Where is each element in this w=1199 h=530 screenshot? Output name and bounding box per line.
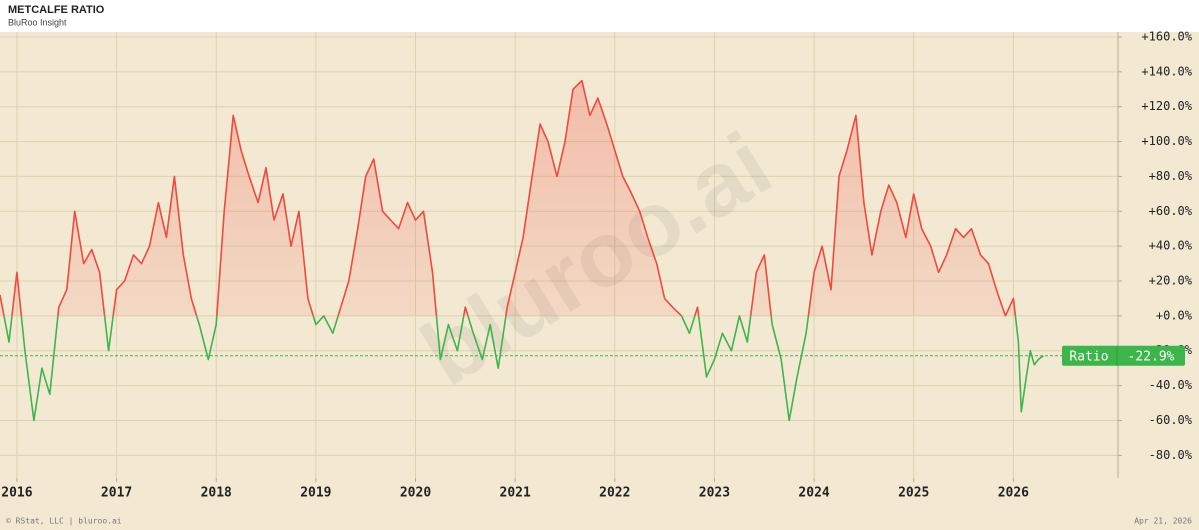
- x-tick-label: 2025: [898, 486, 929, 501]
- legend-label: Ratio: [1069, 349, 1108, 364]
- y-tick-label: -80.0%: [1149, 448, 1193, 462]
- header-bg: [0, 0, 1199, 32]
- x-tick-label: 2020: [400, 486, 431, 501]
- current-badge: [1062, 345, 1185, 366]
- footer: © RStat, LLC | bluroo.ai: [6, 517, 122, 526]
- x-tick-label: 2018: [201, 486, 232, 501]
- y-tick-label: +40.0%: [1149, 239, 1193, 253]
- x-tick-label: 2017: [101, 486, 132, 501]
- y-tick-label: +140.0%: [1141, 64, 1192, 78]
- line-positive: [0, 79, 1017, 316]
- y-tick-label: +160.0%: [1141, 29, 1192, 43]
- x-tick-label: 2024: [798, 486, 829, 501]
- x-tick-label: 2019: [300, 486, 331, 501]
- x-tick-label: 2021: [500, 486, 531, 501]
- y-tick-label: +120.0%: [1141, 99, 1192, 113]
- y-tick-label: -60.0%: [1149, 413, 1193, 427]
- x-tick-label: 2026: [998, 486, 1029, 501]
- x-tick-label: 2022: [599, 486, 630, 501]
- plot: [0, 79, 1118, 422]
- chart-title: METCALFE RATIO: [8, 4, 105, 16]
- y-tick-label: +100.0%: [1141, 134, 1192, 148]
- current-value-label: -22.9%: [1128, 349, 1175, 364]
- y-tick-label: +20.0%: [1149, 274, 1193, 288]
- y-tick-label: +0.0%: [1156, 308, 1193, 322]
- y-tick-label: +80.0%: [1149, 169, 1193, 183]
- area-fill: [0, 80, 1044, 316]
- y-tick-label: +60.0%: [1149, 204, 1193, 218]
- x-tick-label: 2016: [1, 486, 32, 501]
- y-tick-label: -40.0%: [1149, 378, 1193, 392]
- x-tick-label: 2023: [699, 486, 730, 501]
- date: Apr 21, 2026: [1134, 517, 1192, 526]
- chart-subtitle: BluRoo Insight: [8, 17, 67, 27]
